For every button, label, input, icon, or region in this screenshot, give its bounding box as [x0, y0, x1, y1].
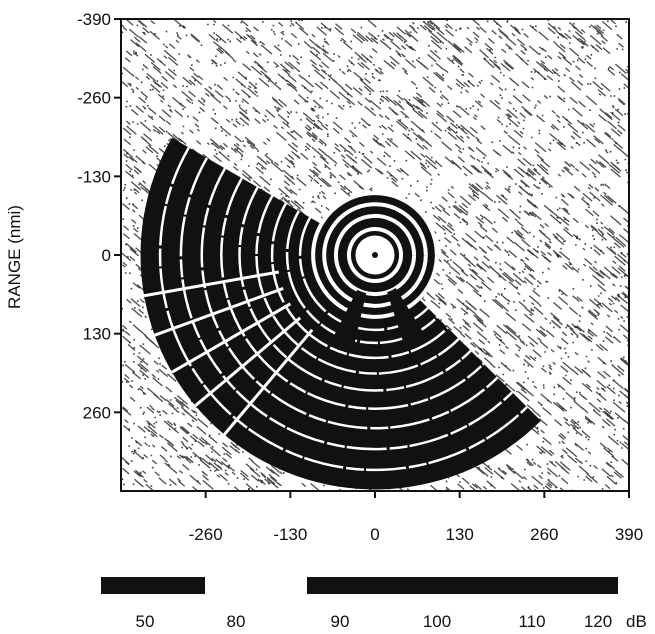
- y-axis-label: RANGE (nmi): [5, 205, 24, 309]
- colorbar-unit: dB: [626, 612, 647, 631]
- plot-area: [121, 19, 629, 491]
- radial-gap: [194, 316, 302, 407]
- x-tick-label: -130: [273, 525, 307, 544]
- colorbar: 50 80 90 100 110 120 dB: [101, 577, 647, 631]
- range-ring-gap: [333, 213, 417, 297]
- colorbar-tick-label: 100: [423, 612, 451, 631]
- coverage-sector: [140, 137, 541, 490]
- colorbar-tick-label: 90: [331, 612, 350, 631]
- y-tick-label: 130: [83, 325, 111, 344]
- radial-gap: [171, 302, 292, 374]
- y-axis: -390 -260 -130 0 130 260: [77, 10, 121, 422]
- colorbar-tick-label: 80: [227, 612, 246, 631]
- range-ring-gap: [179, 157, 514, 451]
- range-ring-gap: [220, 177, 485, 410]
- range-ring-gap: [322, 202, 428, 308]
- x-tick-label: -260: [189, 525, 223, 544]
- notch-sector: [333, 289, 367, 344]
- y-tick-label: 260: [83, 403, 111, 422]
- radial-gap: [143, 270, 280, 298]
- radar-site-dot: [372, 252, 378, 258]
- y-tick-label: -260: [77, 89, 111, 108]
- range-ring-gap: [238, 186, 472, 392]
- x-tick-label: 0: [370, 525, 379, 544]
- colorbar-tick-label: 120: [584, 612, 612, 631]
- range-ring-gap: [311, 191, 439, 319]
- range-ring-gap: [255, 195, 460, 375]
- y-tick-label: -130: [77, 167, 111, 186]
- y-tick-label: -390: [77, 10, 111, 29]
- colorbar-segment-high: [307, 577, 618, 594]
- y-tick-label: 0: [102, 246, 111, 265]
- x-tick-label: 260: [530, 525, 558, 544]
- notch-sector: [387, 288, 424, 342]
- range-ring-gap: [200, 167, 499, 430]
- colorbar-tick-label: 50: [136, 612, 155, 631]
- range-ring-gap: [158, 146, 528, 472]
- coverage-rings: [140, 137, 541, 490]
- radial-gap: [154, 287, 284, 337]
- x-axis: -260 -130 0 130 260 390: [189, 491, 643, 544]
- radial-gap: [223, 328, 314, 436]
- range-ring-gap: [347, 226, 404, 284]
- colorbar-segment-low: [101, 577, 205, 594]
- x-tick-label: 130: [445, 525, 473, 544]
- x-tick-label: 390: [615, 525, 643, 544]
- range-ring-gap: [270, 202, 449, 360]
- colorbar-tick-label: 110: [518, 612, 545, 631]
